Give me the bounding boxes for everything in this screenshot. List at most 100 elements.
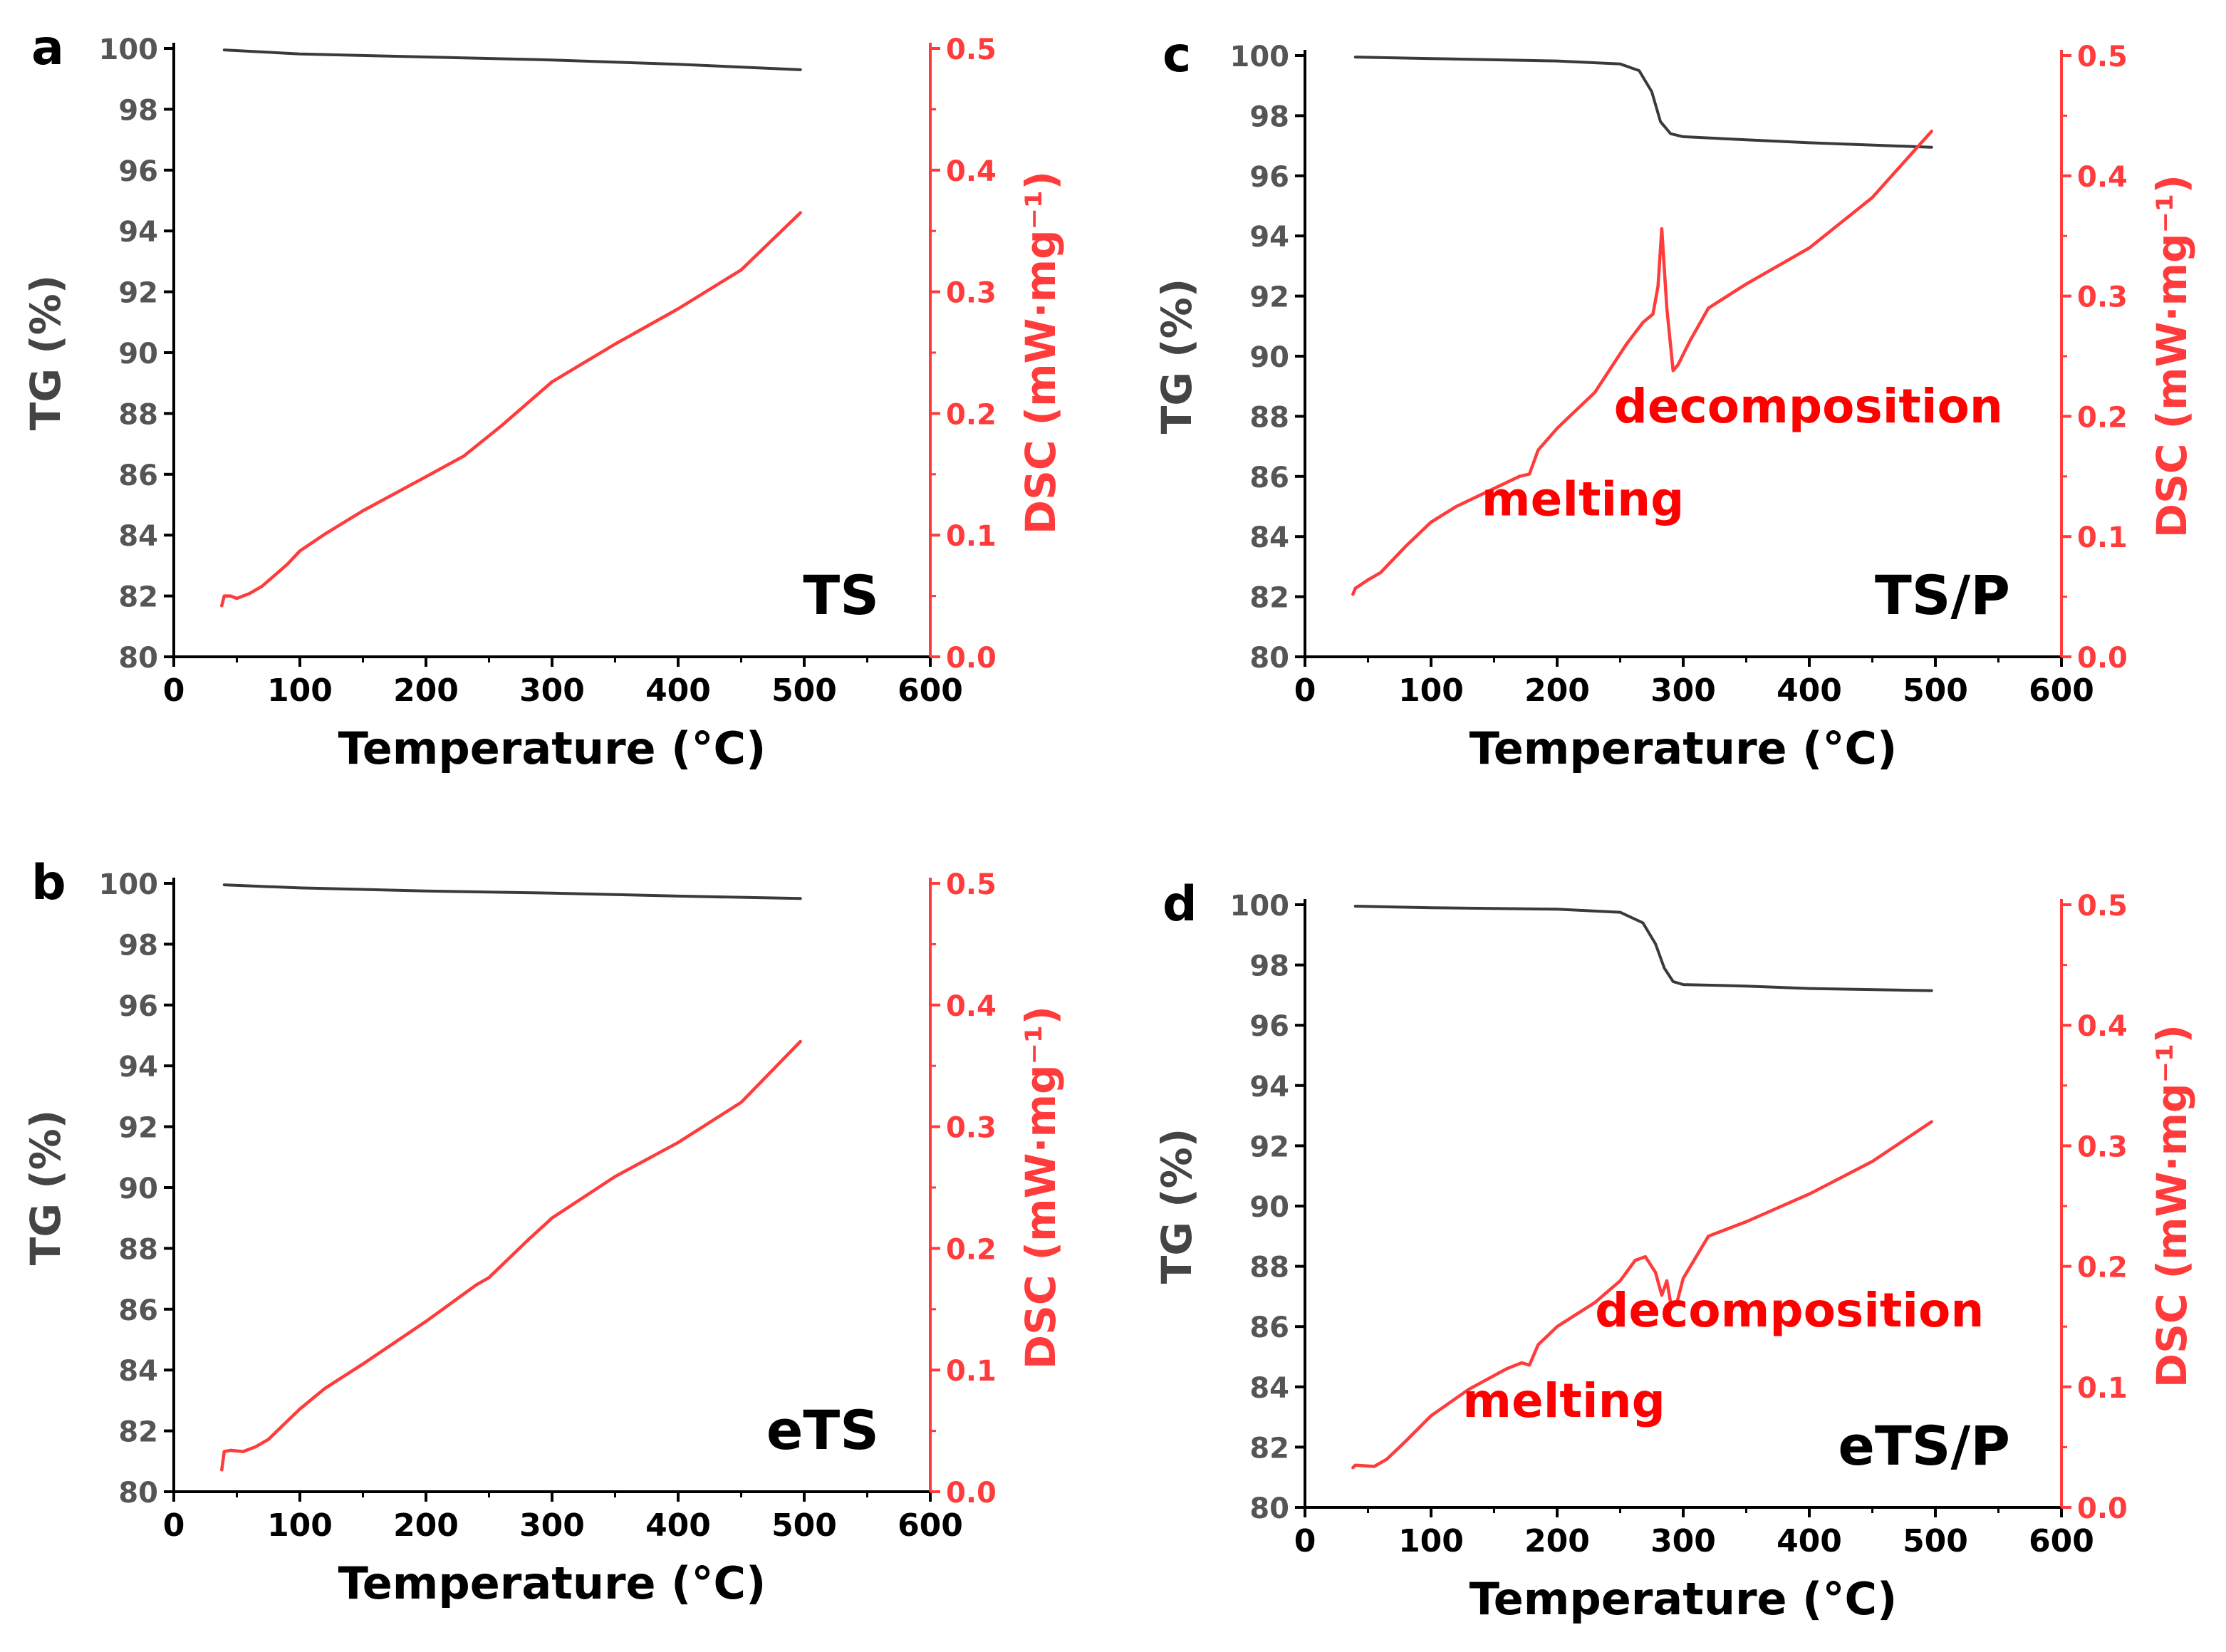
panel-letter: a <box>31 20 64 76</box>
left-tick-label: 100 <box>1230 41 1290 73</box>
right-tick-label: 0.5 <box>2077 890 2128 923</box>
left-tick-label: 98 <box>1249 100 1289 133</box>
x-axis-title: Temperature (°C) <box>1470 722 1898 774</box>
left-tick-label: 84 <box>1249 1372 1289 1405</box>
x-tick-label: 300 <box>1650 1523 1716 1559</box>
right-axis-title: DSC (mW·mg⁻¹) <box>2148 1024 2196 1388</box>
left-tick-label: 86 <box>1249 1311 1289 1344</box>
left-axis-title: TG (%) <box>1153 279 1201 435</box>
right-tick-label: 0.4 <box>2077 161 2128 194</box>
right-tick-label: 0.3 <box>946 1112 997 1145</box>
right-tick-label: 0.2 <box>946 1233 997 1266</box>
left-tick-label: 88 <box>1249 1252 1289 1284</box>
left-tick-label: 86 <box>1249 462 1289 494</box>
left-tick-label: 98 <box>118 929 158 962</box>
x-tick-label: 300 <box>519 672 585 709</box>
dsc-curve <box>220 1039 802 1472</box>
x-tick-label: 300 <box>519 1507 585 1544</box>
left-tick-label: 80 <box>1249 642 1289 675</box>
x-tick-label: 500 <box>1903 1523 1968 1559</box>
left-tick-label: 82 <box>1249 1432 1289 1465</box>
right-tick-label: 0.1 <box>946 520 997 553</box>
right-tick-label: 0.3 <box>2077 1131 2128 1163</box>
left-tick-label: 96 <box>1249 161 1289 194</box>
left-tick-label: 100 <box>1230 890 1290 923</box>
left-tick-label: 96 <box>118 155 158 188</box>
left-tick-label: 88 <box>118 398 158 431</box>
left-tick-label: 98 <box>118 94 158 127</box>
left-tick-label: 84 <box>118 1355 158 1388</box>
x-tick-label: 500 <box>771 1507 837 1544</box>
right-tick-label: 0.5 <box>2077 41 2128 73</box>
left-tick-label: 94 <box>118 216 158 249</box>
left-tick-label: 94 <box>1249 1071 1289 1103</box>
x-tick-label: 100 <box>267 672 333 709</box>
left-tick-label: 90 <box>1249 341 1289 374</box>
right-tick-label: 0.4 <box>2077 1010 2128 1043</box>
left-tick-label: 88 <box>118 1233 158 1266</box>
annotation-melting: melting <box>1482 472 1685 527</box>
right-tick-label: 0.3 <box>946 277 997 310</box>
sample-label: TS <box>803 563 879 627</box>
left-tick-label: 90 <box>118 1173 158 1205</box>
left-tick-label: 90 <box>118 338 158 370</box>
x-tick-label: 600 <box>2029 672 2094 709</box>
sample-label: TS/P <box>1875 563 2010 627</box>
right-tick-label: 0.0 <box>2077 1492 2128 1525</box>
panel-letter: c <box>1163 27 1191 83</box>
x-tick-label: 100 <box>1398 1523 1464 1559</box>
right-axis-title: DSC (mW·mg⁻¹) <box>1016 171 1065 534</box>
tg-curve <box>222 883 802 900</box>
right-tick-label: 0.4 <box>946 155 997 188</box>
right-tick-label: 0.2 <box>946 398 997 431</box>
dsc-curve <box>1351 1120 1933 1470</box>
right-tick-label: 0.4 <box>946 990 997 1023</box>
annotation-melting: melting <box>1462 1373 1665 1428</box>
x-tick-label: 0 <box>163 1507 185 1544</box>
left-tick-label: 92 <box>1249 281 1289 314</box>
left-tick-label: 92 <box>118 277 158 310</box>
panel-b: 0 100 200 300 400 500 600 80 82 84 86 88 90 92 94 96 98 1… <box>21 855 1065 1609</box>
left-axis-title: TG (%) <box>21 1110 70 1266</box>
left-axis-title: TG (%) <box>1153 1128 1201 1284</box>
x-tick-label: 100 <box>1398 672 1464 709</box>
right-tick-label: 0.3 <box>2077 281 2128 314</box>
left-tick-label: 92 <box>1249 1131 1289 1163</box>
panel-a: 0 100 200 300 400 500 600 80 82 84 86 88 90 92 94 96 98 1… <box>21 20 1065 774</box>
left-tick-label: 82 <box>118 1416 158 1449</box>
x-tick-label: 200 <box>393 1507 459 1544</box>
left-tick-label: 80 <box>1249 1492 1289 1525</box>
left-tick-label: 92 <box>118 1112 158 1145</box>
left-tick-label: 98 <box>1249 950 1289 983</box>
right-axis-title: DSC (mW·mg⁻¹) <box>2148 175 2196 538</box>
panel-d: 0 100 200 300 400 500 600 80 82 84 86 88 90 92 94 96 98 1… <box>1153 876 2196 1625</box>
left-tick-label: 84 <box>118 520 158 553</box>
right-tick-label: 0.1 <box>946 1355 997 1388</box>
x-tick-label: 0 <box>1294 1523 1316 1559</box>
tg-curve <box>1353 905 1933 992</box>
panel-letter: b <box>31 855 66 911</box>
panel-c: 0 100 200 300 400 500 600 80 82 84 86 88 90 92 94 96 98 1… <box>1153 27 2196 774</box>
x-tick-label: 0 <box>1294 672 1316 709</box>
left-tick-label: 88 <box>1249 401 1289 434</box>
x-tick-label: 400 <box>1777 672 1842 709</box>
left-tick-label: 86 <box>118 1294 158 1327</box>
x-tick-label: 200 <box>1524 672 1590 709</box>
tg-curve <box>1353 56 1933 149</box>
x-tick-label: 400 <box>1777 1523 1842 1559</box>
right-tick-label: 0.0 <box>2077 642 2128 675</box>
dsc-curve <box>220 211 802 608</box>
left-tick-label: 96 <box>118 990 158 1023</box>
dsc-curve <box>1351 130 1933 596</box>
sample-label: eTS <box>766 1398 879 1462</box>
right-tick-label: 0.5 <box>946 33 997 66</box>
panels: 0 100 200 300 400 500 600 80 82 84 86 88 90 92 94 96 98 1… <box>21 20 2196 1625</box>
x-tick-label: 400 <box>645 1507 711 1544</box>
x-tick-label: 600 <box>2029 1523 2094 1559</box>
right-tick-label: 0.2 <box>2077 1252 2128 1284</box>
x-axis-title: Temperature (°C) <box>1470 1573 1898 1625</box>
left-tick-label: 90 <box>1249 1191 1289 1224</box>
x-tick-label: 500 <box>1903 672 1968 709</box>
